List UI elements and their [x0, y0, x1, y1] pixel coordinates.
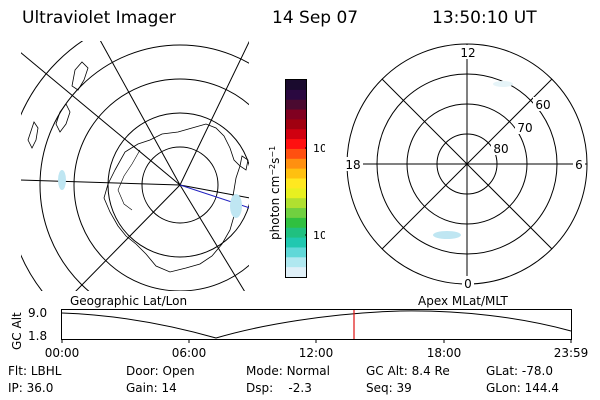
mode-info: Mode: Normal: [246, 364, 330, 378]
seq-info: Seq: 39: [366, 381, 412, 395]
island-coastline: [71, 61, 89, 91]
color-bar-segment: [286, 217, 306, 229]
meridian-line: [179, 184, 246, 292]
glat-info: GLat: -78.0: [486, 364, 553, 378]
island-coastline: [27, 121, 39, 149]
mlt-label-0: 0: [464, 277, 472, 291]
dsp-info: Dsp: -2.3: [246, 381, 312, 395]
geographic-map: [20, 40, 250, 292]
timeline-frame: [61, 309, 572, 340]
color-bar-border: [285, 79, 307, 278]
aurora-patch: [493, 81, 513, 87]
mlat-mlt-map: 12 0 18 6 60 70 80: [343, 43, 588, 291]
color-bar-segment: [286, 227, 306, 239]
geographic-caption: Geographic Lat/Lon: [70, 294, 188, 308]
mlt-line-diag: [381, 78, 553, 250]
ytick-1-8: 1.8: [28, 329, 47, 343]
color-bar-segment: [286, 237, 306, 248]
color-bar-segment: [286, 208, 306, 219]
xtick-0000: 00:00: [45, 346, 80, 360]
meridian-line: [20, 51, 181, 186]
color-bar-segment: [286, 148, 306, 160]
color-bar-segment: [286, 247, 306, 258]
color-bar-segment: [286, 267, 306, 278]
tick-label-10: 10: [313, 229, 325, 242]
lat-label-60: 60: [535, 98, 550, 112]
lat-circle: [39, 44, 250, 292]
gc-alt-info: GC Alt: 8.4 Re: [366, 364, 450, 378]
lat-circle: [73, 78, 250, 292]
lat-circle: [141, 146, 219, 224]
color-bar-segment: [286, 119, 306, 130]
glon-info: GLon: 144.4: [486, 381, 559, 395]
color-bar-segment: [286, 109, 306, 120]
time-label: 13:50:10 UT: [432, 8, 537, 28]
xtick-2359: 23:59: [554, 346, 589, 360]
island-coastline: [55, 103, 71, 133]
color-unit-label: photon cm−2s−1: [268, 146, 282, 240]
ip-info: IP: 36.0: [8, 381, 54, 395]
coastline-detail: [117, 149, 141, 211]
color-bar-segment: [286, 178, 306, 189]
instrument-title: Ultraviolet Imager: [22, 8, 176, 28]
tick-label-100: 100: [313, 142, 325, 155]
color-scale: 100 10 photon cm−2s−1: [268, 79, 325, 278]
timeline-ylabel: GC Alt: [10, 312, 24, 350]
island-coastline: [239, 155, 249, 171]
mlt-label-6: 6: [575, 158, 583, 172]
meridian-line: [20, 179, 181, 186]
mlt-label-12: 12: [460, 46, 475, 60]
xtick-1200: 12:00: [299, 346, 334, 360]
color-bar-segment: [286, 129, 306, 140]
gain-info: Gain: 14: [126, 381, 177, 395]
xtick-0600: 06:00: [172, 346, 207, 360]
filter-info: Flt: LBHL: [8, 364, 62, 378]
lat-label-70: 70: [517, 121, 532, 135]
lat-circle: [20, 40, 85, 292]
color-bar-segment: [286, 257, 306, 268]
date-label: 14 Sep 07: [272, 8, 359, 28]
altitude-curve: [61, 310, 572, 339]
meridian-line: [99, 40, 181, 186]
color-bar-segment: [286, 158, 306, 170]
color-bar-segment: [286, 89, 306, 101]
color-bar-segment: [286, 80, 306, 91]
mlt-label-18: 18: [345, 158, 360, 172]
aurora-patch: [433, 231, 461, 239]
altitude-timeline: GC Alt 9.0 1.8 00:00 06:00 12:00 18:00 2…: [10, 306, 589, 360]
aurora-patch: [230, 194, 242, 218]
meridian-line: [74, 184, 181, 292]
apex-caption: Apex MLat/MLT: [418, 294, 508, 308]
door-info: Door: Open: [126, 364, 195, 378]
color-bar-segment: [286, 198, 306, 209]
color-bar-segment: [286, 99, 306, 111]
meridian-line: [179, 40, 250, 186]
aurora-patch: [58, 170, 66, 190]
ytick-9: 9.0: [28, 306, 47, 320]
xtick-1800: 18:00: [427, 346, 462, 360]
lat-label-80: 80: [493, 142, 508, 156]
color-bar-segment: [286, 168, 306, 179]
color-bar-segment: [286, 139, 306, 150]
color-bar-segment: [286, 188, 306, 199]
